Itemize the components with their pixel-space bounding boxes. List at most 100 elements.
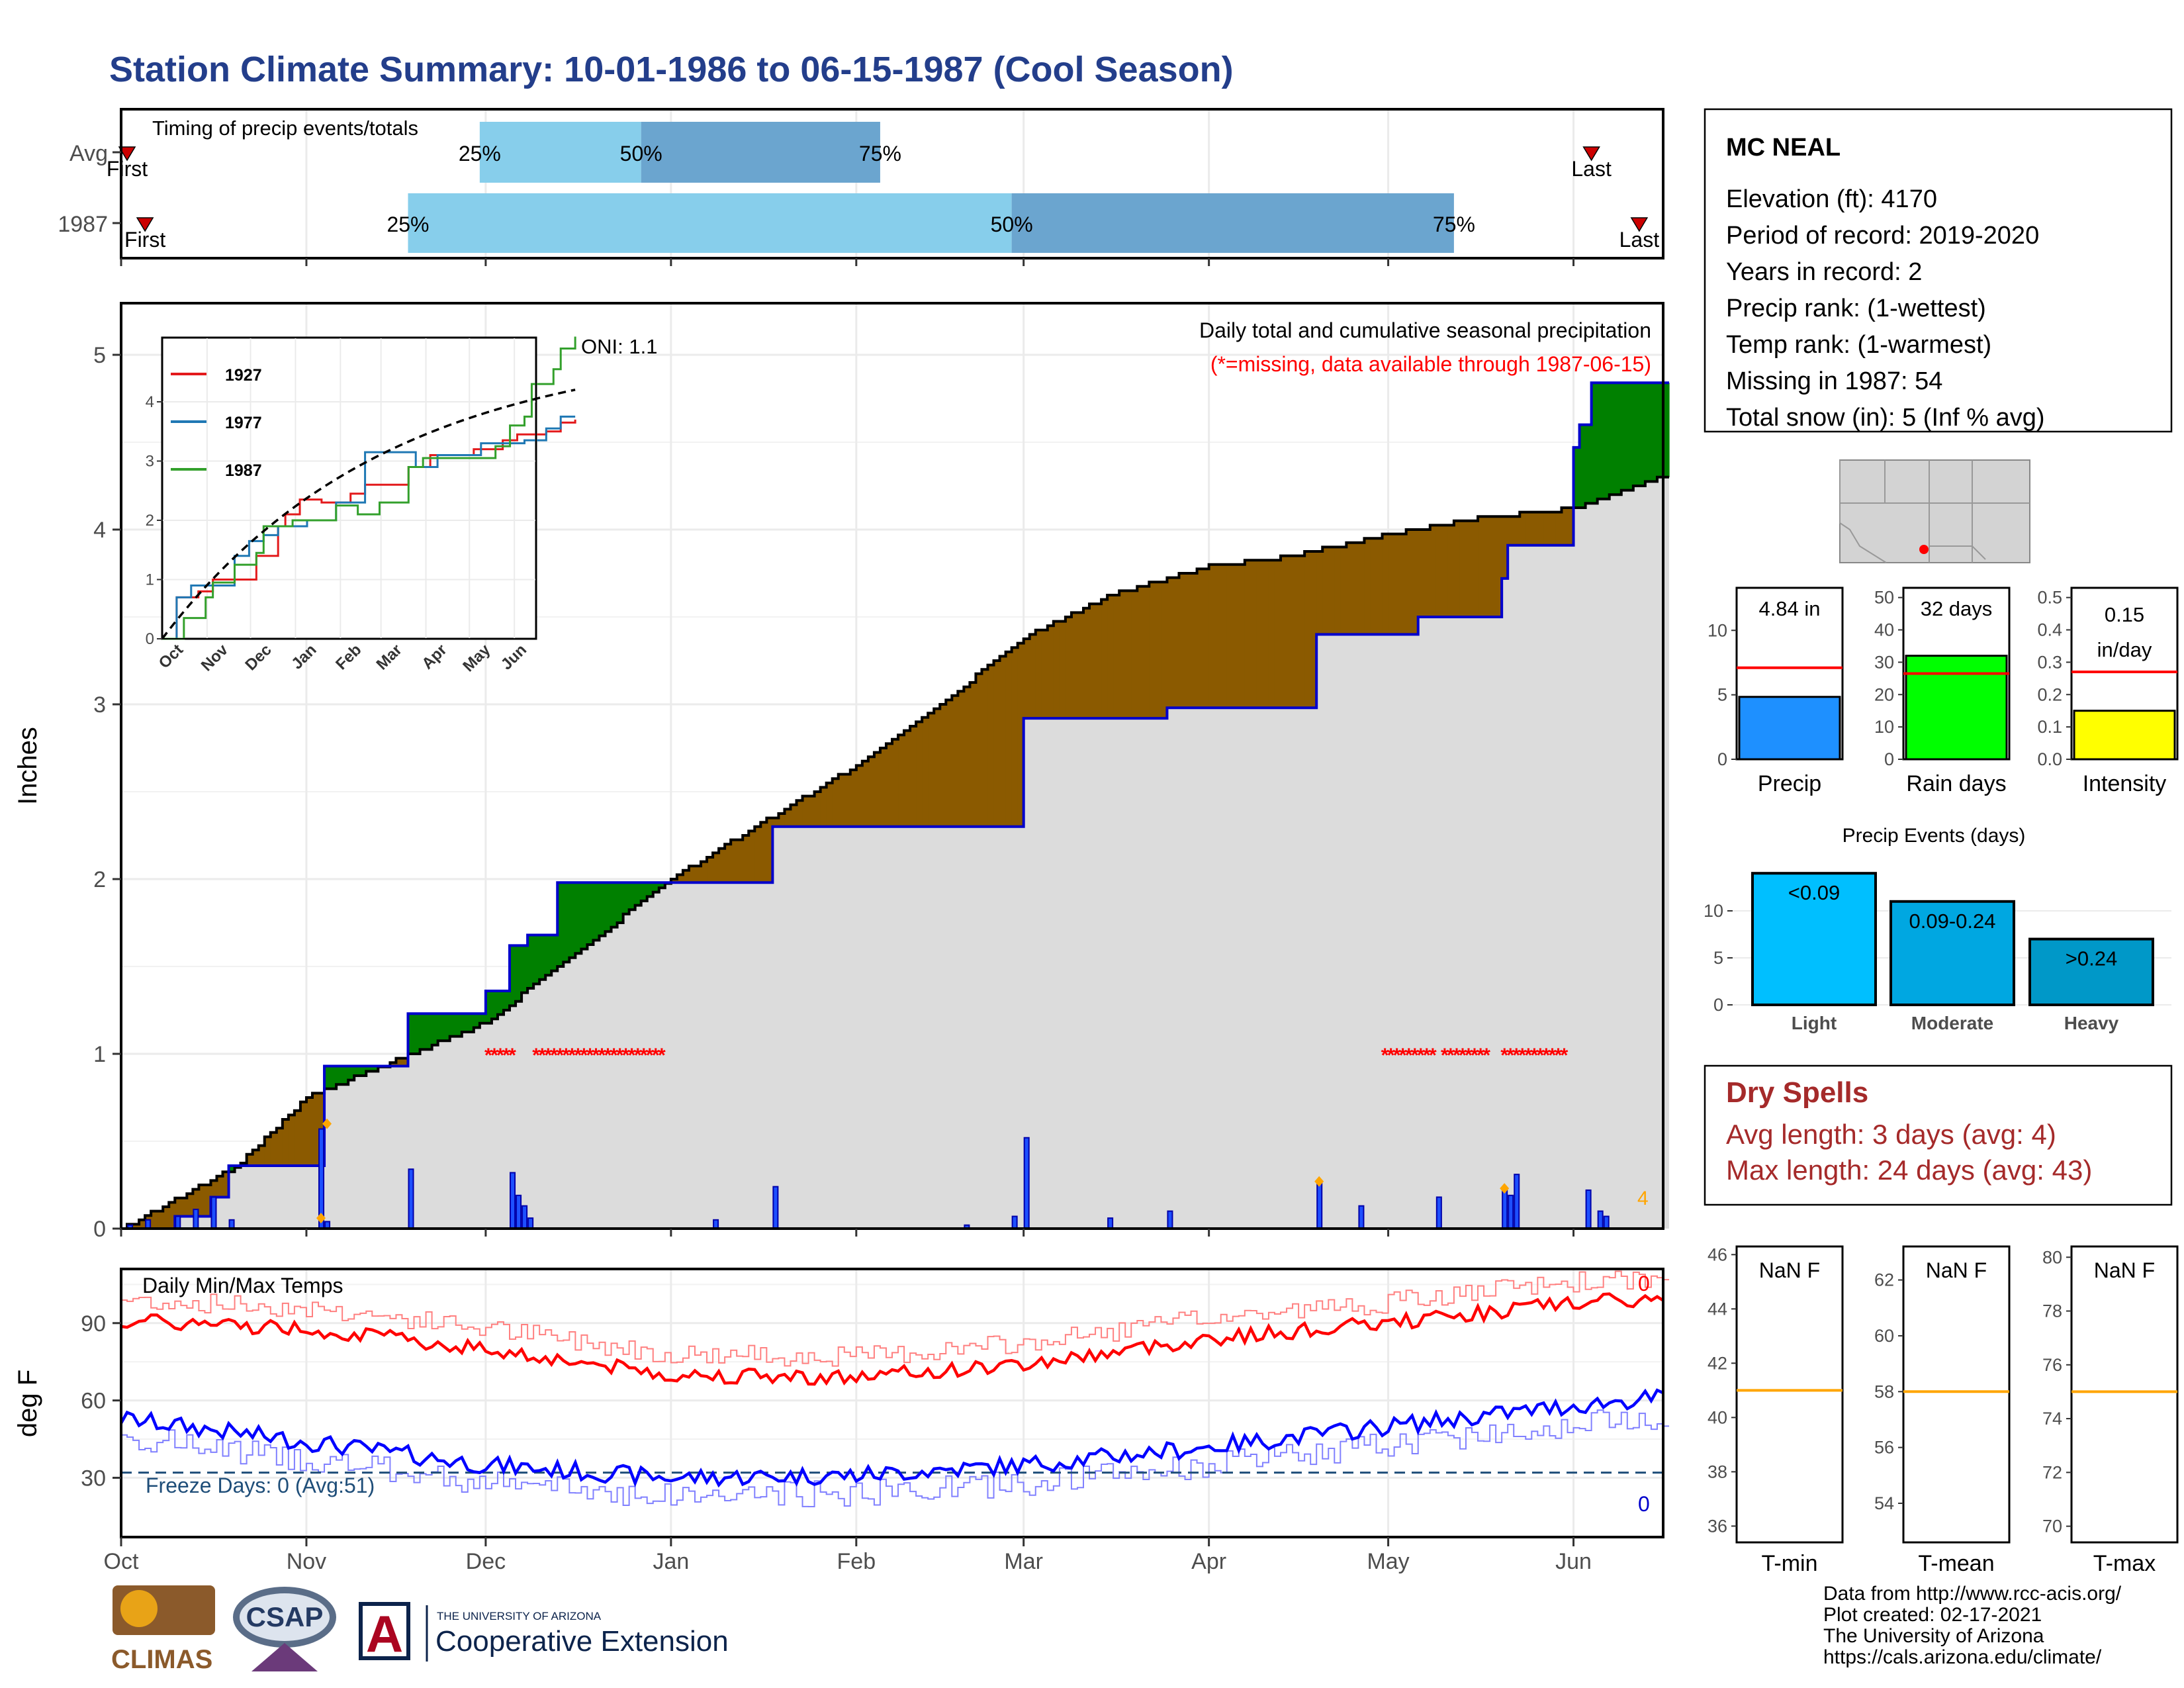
missing-note: (*=missing, data available through 1987-…: [1210, 352, 1651, 376]
deficit-band: [1017, 643, 1024, 827]
deficit-band: [1400, 534, 1407, 635]
temp-box-value: NaN F: [2094, 1258, 2155, 1282]
surplus-band: [420, 1013, 427, 1050]
deficit-band: [1334, 547, 1341, 635]
deficit-band: [1226, 564, 1234, 708]
missing-day-marker: *: [586, 1045, 594, 1066]
summary-bar: [1905, 655, 2008, 761]
deficit-band: [749, 831, 755, 883]
snow-marker-icon: [316, 1213, 326, 1224]
missing-day-marker: *: [1405, 1045, 1413, 1066]
season-summary-bars: 0 5 10 Precip 4.84 in 0 10 20 30 40 50 Rain days 32 …: [1707, 586, 2179, 796]
deficit-band: [1047, 626, 1054, 719]
summary-bar-tick-label: 0.4: [2037, 620, 2062, 640]
deficit-band: [844, 774, 851, 827]
deficit-band: [940, 704, 946, 827]
surplus-band: [1591, 383, 1598, 504]
deficit-band: [270, 1132, 277, 1166]
dry-spells-max: Max length: 24 days (avg: 43): [1726, 1154, 2092, 1186]
deficit-band: [1370, 538, 1377, 635]
events-bar-label: 0.09-0.24: [1909, 910, 1996, 933]
deficit-band: [1364, 538, 1371, 635]
daily-precip-bar: [1603, 1215, 1610, 1230]
deficit-band: [1340, 547, 1347, 635]
surplus-band: [516, 945, 522, 1002]
surplus-band: [366, 1066, 373, 1072]
deficit-band: [1005, 651, 1013, 827]
surplus-band: [1627, 383, 1634, 491]
deficit-band: [981, 669, 989, 827]
summary-bar-label: Intensity: [2083, 771, 2167, 796]
surplus-band: [437, 1013, 445, 1041]
summary-bar-label: Rain days: [1906, 771, 2006, 796]
deficit-band: [719, 848, 725, 883]
events-bar-label: <0.09: [1788, 881, 1840, 904]
daily-precip-bar: [193, 1208, 199, 1229]
deficit-band: [1496, 516, 1502, 617]
events-bar: [1751, 872, 1877, 1006]
timing-bars: 25% 50% 75% First Last 25% 50% 75% First Last: [107, 122, 1659, 253]
temp-box-tick-label: 42: [1707, 1353, 1727, 1373]
deficit-band: [1435, 525, 1443, 617]
missing-day-marker: *: [508, 1045, 516, 1066]
surplus-band: [479, 1013, 486, 1023]
summary-bar-tick-label: 20: [1874, 684, 1894, 704]
summary-bar-tick-label: 0: [1717, 749, 1727, 769]
deficit-band: [993, 661, 1001, 827]
missing-day-marker: *: [1411, 1045, 1419, 1066]
timing-pct-label: 25%: [387, 212, 429, 236]
summary-bar-tick-label: 0.0: [2037, 749, 2062, 769]
deficit-band: [1561, 508, 1569, 545]
deficit-band: [1447, 525, 1455, 617]
deficit-band: [725, 844, 731, 883]
surplus-band: [522, 945, 528, 993]
missing-day-marker: *: [1482, 1045, 1490, 1066]
missing-day-marker: *: [1477, 1045, 1484, 1066]
surplus-band: [491, 990, 498, 1019]
missing-day-marker: *: [544, 1045, 552, 1066]
deficit-band: [1293, 555, 1299, 708]
temp-box-frame: [2070, 1245, 2179, 1544]
deficit-band: [1525, 512, 1532, 545]
daily-max-line: [120, 1292, 1664, 1386]
summary-bar-tick-label: 10: [1707, 620, 1727, 640]
deficit-band: [731, 839, 737, 883]
summary-bar-tick-label: 0.1: [2037, 717, 2062, 737]
temp-box-tick-label: 40: [1707, 1407, 1727, 1427]
deficit-band: [1484, 516, 1490, 617]
surplus-band: [563, 882, 570, 962]
deficit-band: [1346, 542, 1353, 635]
missing-day-marker: *: [1459, 1045, 1467, 1066]
daily-precip-bar: [1597, 1210, 1604, 1229]
month-label: May: [1367, 1549, 1409, 1574]
timing-marker-icon: [118, 146, 136, 162]
deficit-band: [1441, 525, 1449, 617]
surplus-band: [1645, 383, 1652, 482]
surplus-band: [587, 882, 594, 945]
temp-y-axis: 30 60 90: [81, 1311, 121, 1491]
deficit-band: [790, 804, 797, 827]
station-elevation: Elevation (ft): 4170: [1726, 185, 1937, 213]
daily-precip-bar: [1358, 1205, 1365, 1230]
deficit-band: [1352, 542, 1359, 635]
missing-day-marker: *: [1518, 1045, 1526, 1066]
events-ytick-label: 0: [1713, 995, 1723, 1015]
deficit-band: [701, 861, 707, 883]
timing-marker-label: Last: [1619, 228, 1660, 252]
missing-day-marker: *: [640, 1045, 648, 1066]
precip-ytick-label: 0: [93, 1217, 106, 1242]
deficit-band: [688, 866, 696, 883]
missing-day-marker: *: [580, 1045, 588, 1066]
temp-box-tick-label: 80: [2042, 1247, 2062, 1267]
missing-day-marker: *: [652, 1045, 660, 1066]
inset-ytick-label: 3: [146, 453, 154, 471]
deficit-band: [1095, 604, 1102, 719]
missing-markers: ***** ********************** ********* ****…: [484, 1045, 1569, 1066]
deficit-band: [1412, 530, 1419, 635]
deficit-band: [1149, 582, 1156, 719]
surplus-band: [1639, 383, 1646, 486]
surplus-band: [1663, 383, 1670, 477]
credits: Data from http://www.rcc-acis.org/ Plot …: [1823, 1583, 2122, 1668]
surplus-band: [1585, 424, 1592, 504]
timing-pct-label: 50%: [620, 142, 662, 165]
